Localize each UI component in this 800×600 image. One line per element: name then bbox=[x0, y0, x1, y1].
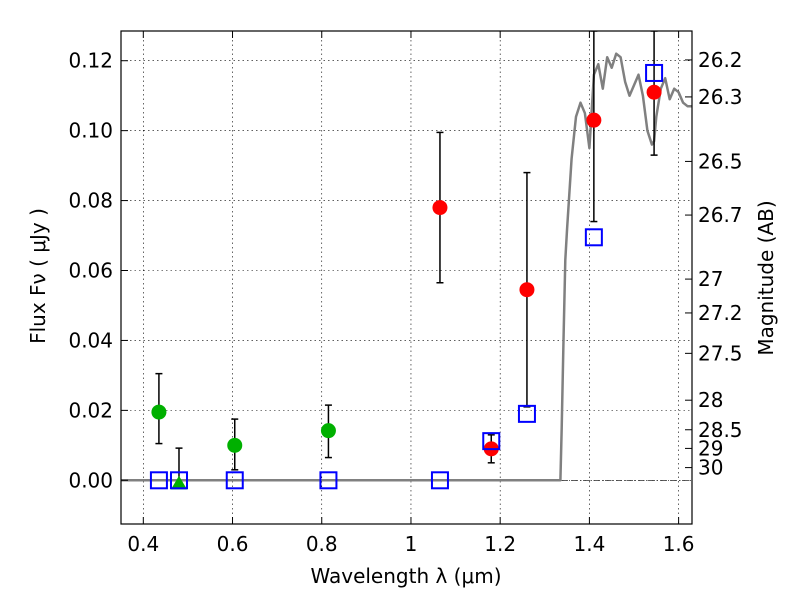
data-point bbox=[320, 423, 336, 439]
x-tick-label: 1.6 bbox=[663, 532, 695, 556]
model-photometry-point bbox=[169, 471, 188, 490]
mag-tick-label: 26.3 bbox=[698, 85, 743, 109]
y-tick-label: 0.02 bbox=[68, 398, 113, 422]
model-sed-line bbox=[121, 52, 692, 482]
y-tick-label: 0.08 bbox=[68, 189, 113, 213]
y-tick-label: 0.10 bbox=[68, 119, 113, 143]
mag-tick-label: 26.5 bbox=[698, 149, 743, 173]
y-tick-label: 0.06 bbox=[68, 259, 113, 283]
x-tick-label: 1.4 bbox=[573, 532, 605, 556]
plot-frame bbox=[120, 30, 693, 525]
data-point bbox=[646, 84, 662, 100]
x-tick-label: 1 bbox=[405, 532, 418, 556]
y-axis-label: Flux Fν ( μJy ) bbox=[26, 208, 50, 344]
y-tick-label: 0.00 bbox=[68, 468, 113, 492]
x-axis-label: Wavelength λ (μm) bbox=[310, 564, 501, 588]
mag-tick-label: 26.2 bbox=[698, 48, 743, 72]
mag-tick-label: 27.2 bbox=[698, 301, 743, 325]
upper-limit-marker bbox=[170, 475, 187, 490]
data-point bbox=[432, 200, 448, 216]
mag-tick-label: 27 bbox=[698, 267, 723, 291]
mag-tick-label: 28 bbox=[698, 388, 723, 412]
mag-tick-label: 27.5 bbox=[698, 341, 743, 365]
data-point bbox=[151, 404, 167, 420]
mag-tick-label: 26.7 bbox=[698, 203, 743, 227]
x-tick-label: 0.4 bbox=[127, 532, 159, 556]
model-photometry-point bbox=[482, 432, 501, 451]
y-tick-label: 0.12 bbox=[68, 49, 113, 73]
data-point bbox=[227, 437, 243, 453]
model-photometry-point bbox=[319, 471, 338, 490]
model-photometry-point bbox=[645, 63, 664, 82]
axis-ticks: 0.4 0.6 0.8 1 1.2 1.4 1.6 0.00 0.02 0.04 0.06 0.08 0… bbox=[68, 31, 743, 556]
model-photometry-point bbox=[225, 471, 244, 490]
x-tick-label: 0.8 bbox=[306, 532, 338, 556]
data-point bbox=[586, 112, 602, 128]
x-tick-label: 1.2 bbox=[484, 532, 516, 556]
mag-tick-label: 29 bbox=[698, 436, 723, 460]
mag-tick-label: 30 bbox=[698, 456, 723, 480]
model-photometry-point bbox=[517, 404, 536, 423]
plot-area bbox=[121, 31, 692, 490]
data-point bbox=[519, 282, 535, 298]
model-photometry-point bbox=[584, 228, 603, 247]
y-tick-label: 0.04 bbox=[68, 328, 113, 352]
mag-tick-label: 28.5 bbox=[698, 418, 743, 442]
magnitude-axis-label: Magnitude (AB) bbox=[754, 200, 778, 355]
x-tick-label: 0.6 bbox=[217, 532, 249, 556]
model-photometry-point bbox=[430, 471, 449, 490]
model-photometry-point bbox=[149, 471, 168, 490]
